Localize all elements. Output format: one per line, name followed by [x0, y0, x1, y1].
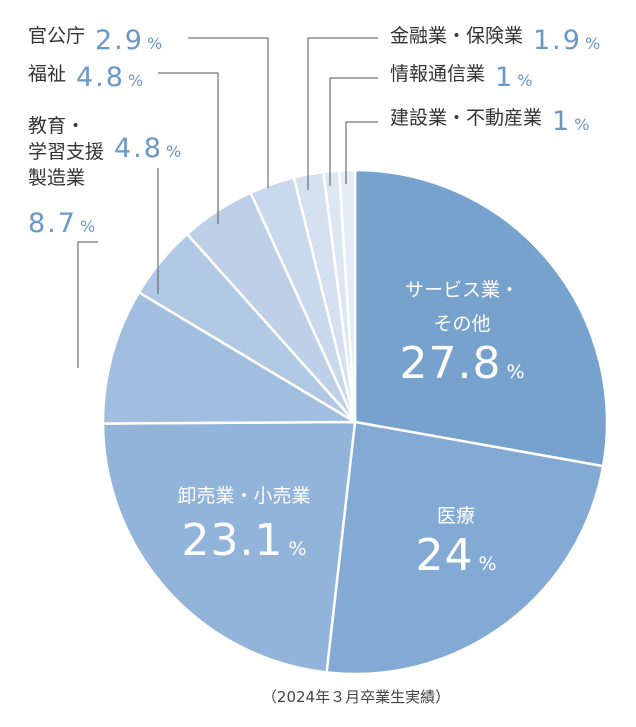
- pie-slice: [337, 168, 357, 423]
- slice-category-label: その他: [433, 313, 490, 335]
- slice-category-label: 教育・: [28, 115, 85, 137]
- slice-category-label: 福祉: [28, 63, 66, 85]
- leader-line: [329, 77, 378, 186]
- pie-slice: [101, 420, 357, 674]
- slice-value-label: 4.8%: [114, 133, 181, 164]
- slice-category-label: サービス業・: [405, 279, 519, 301]
- slice-category-label: 金融業・保険業: [390, 25, 523, 47]
- pie-slice: [101, 290, 360, 425]
- leader-lines: [77, 37, 378, 368]
- slice-category-label: 情報通信業: [390, 63, 485, 85]
- slice-value-label: 27.8%: [399, 338, 524, 389]
- slice-value-label: 23.1%: [181, 515, 306, 566]
- slice-value-label: 8.7%: [28, 208, 95, 239]
- chart-note: （2024年３月卒業生実績）: [262, 688, 450, 706]
- slice-category-label: 建設業・不動産業: [390, 107, 542, 129]
- slice-value-label: 24%: [415, 530, 496, 581]
- slice-category-label: 医療: [437, 505, 475, 527]
- slice-value-label: 1.9%: [533, 25, 600, 56]
- slice-value-label: 4.8%: [76, 62, 143, 93]
- slice-category-label: 官公庁: [28, 25, 85, 47]
- pie-slice: [325, 420, 605, 676]
- leader-line: [158, 72, 219, 224]
- slice-value-label: 2.9%: [95, 25, 162, 56]
- pie-slices: [101, 168, 609, 676]
- slice-category-label: 卸売業・小売業: [177, 485, 310, 507]
- pie-slice: [353, 168, 609, 468]
- leader-line: [188, 37, 269, 188]
- leader-line: [77, 241, 98, 368]
- slice-category-label: 製造業: [28, 167, 85, 189]
- slice-category-label: 学習支援: [28, 141, 104, 163]
- leader-line: [307, 37, 378, 190]
- slice-value-label: 1%: [495, 62, 532, 93]
- slice-labels: サービス業・その他 27.8 % 医療 24 % 卸売業・小売業 23.1 % 製造業 8.7 % 教育…: [28, 25, 600, 581]
- leader-line: [345, 121, 378, 184]
- slice-value-label: 1%: [552, 106, 589, 137]
